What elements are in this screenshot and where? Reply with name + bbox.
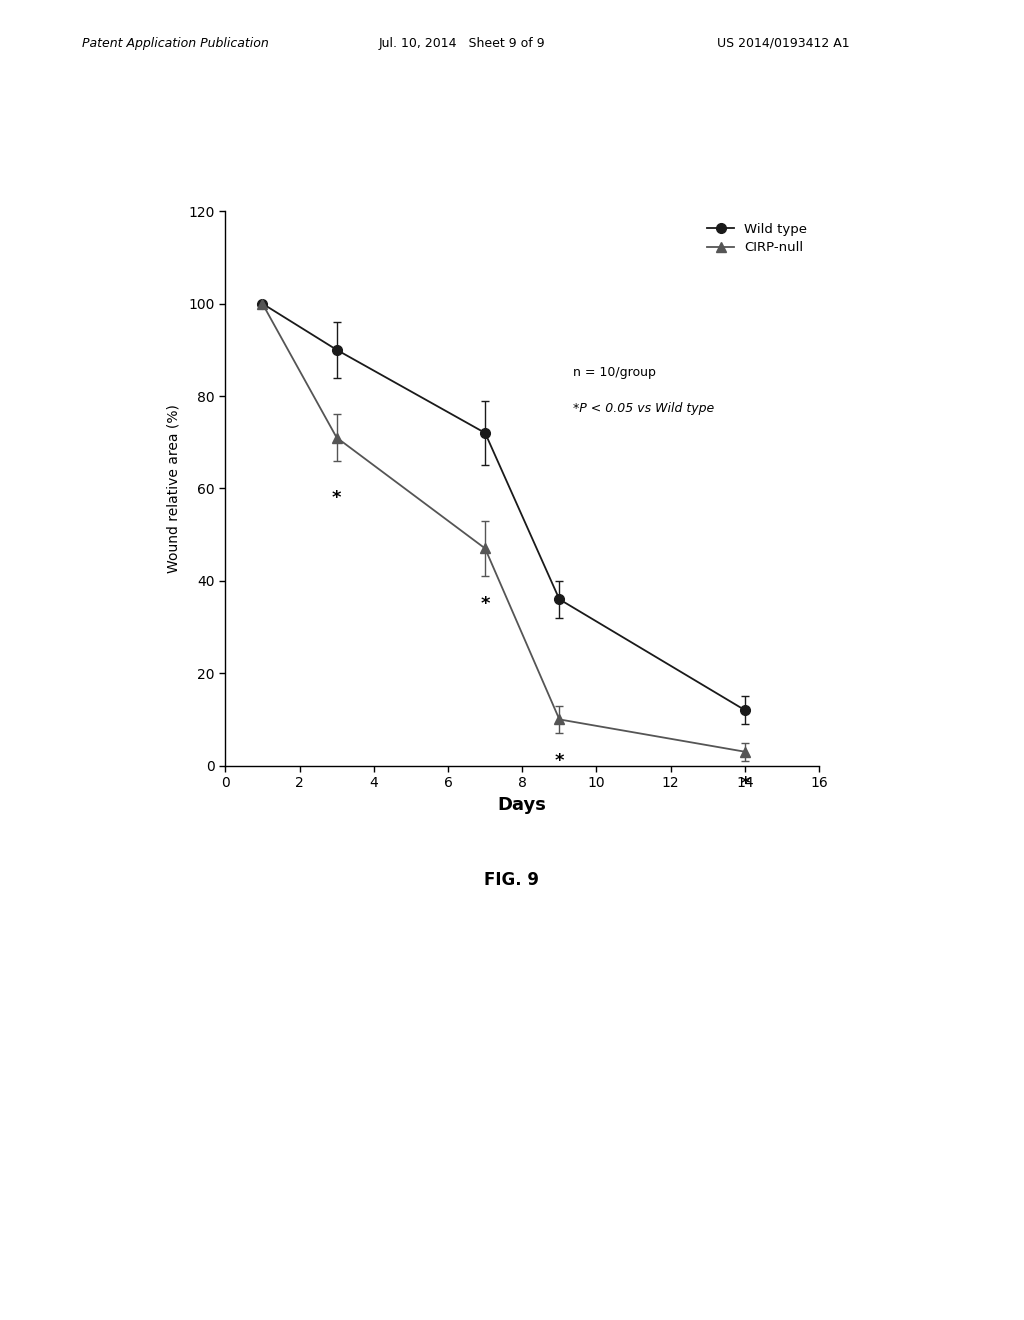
- Text: *: *: [332, 488, 341, 507]
- Text: Jul. 10, 2014   Sheet 9 of 9: Jul. 10, 2014 Sheet 9 of 9: [379, 37, 546, 50]
- Legend: Wild type, CIRP-null: Wild type, CIRP-null: [702, 218, 813, 260]
- Text: *P < 0.05 vs Wild type: *P < 0.05 vs Wild type: [572, 403, 714, 416]
- Text: FIG. 9: FIG. 9: [484, 871, 540, 890]
- Text: *: *: [480, 595, 489, 612]
- X-axis label: Days: Days: [498, 796, 547, 813]
- Text: *: *: [740, 775, 750, 793]
- Text: Patent Application Publication: Patent Application Publication: [82, 37, 268, 50]
- Y-axis label: Wound relative area (%): Wound relative area (%): [166, 404, 180, 573]
- Text: n = 10/group: n = 10/group: [572, 367, 655, 379]
- Text: *: *: [555, 752, 564, 770]
- Text: US 2014/0193412 A1: US 2014/0193412 A1: [717, 37, 850, 50]
